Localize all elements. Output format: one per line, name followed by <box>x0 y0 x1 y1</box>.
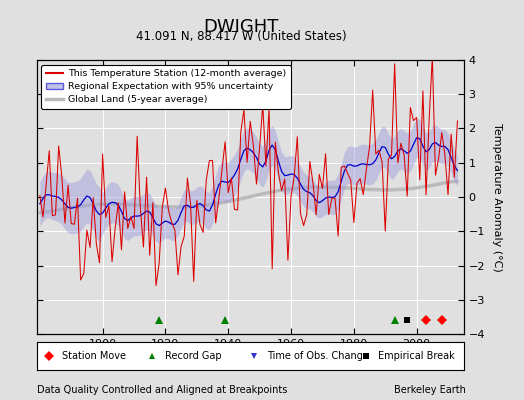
Text: 41.091 N, 88.417 W (United States): 41.091 N, 88.417 W (United States) <box>136 30 346 43</box>
Text: Time of Obs. Change: Time of Obs. Change <box>267 351 369 361</box>
Text: Record Gap: Record Gap <box>165 351 222 361</box>
Text: Data Quality Controlled and Aligned at Breakpoints: Data Quality Controlled and Aligned at B… <box>37 385 287 395</box>
Legend: This Temperature Station (12-month average), Regional Expectation with 95% uncer: This Temperature Station (12-month avera… <box>41 65 291 109</box>
Text: Empirical Break: Empirical Break <box>378 351 455 361</box>
Y-axis label: Temperature Anomaly (°C): Temperature Anomaly (°C) <box>492 123 502 271</box>
Text: DWIGHT: DWIGHT <box>203 18 279 36</box>
Text: Station Move: Station Move <box>62 351 126 361</box>
Text: Berkeley Earth: Berkeley Earth <box>395 385 466 395</box>
